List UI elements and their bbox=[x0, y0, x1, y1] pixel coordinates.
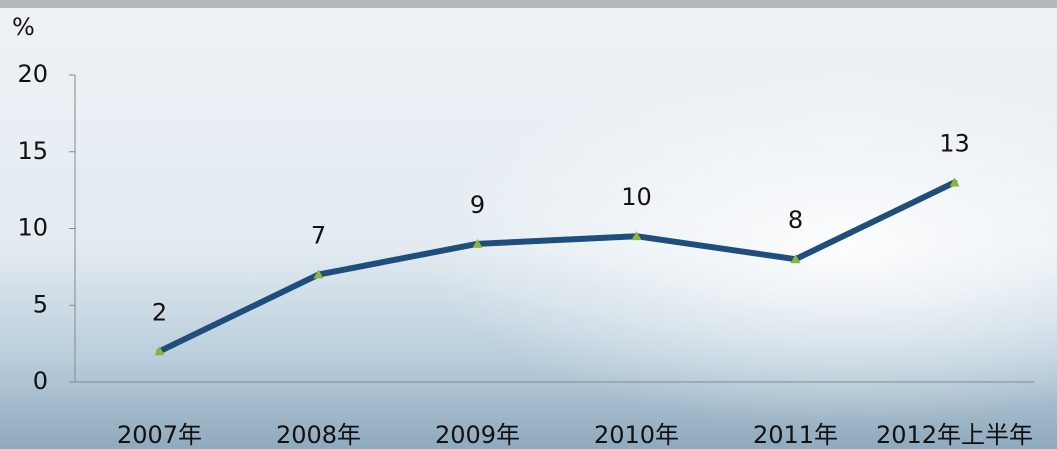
x-tick-label: 2010年 bbox=[594, 421, 679, 449]
y-tick-label: 15 bbox=[17, 137, 48, 165]
marker bbox=[472, 238, 483, 248]
value-label: 10 bbox=[621, 183, 652, 211]
value-label: 13 bbox=[939, 129, 970, 157]
value-label: 7 bbox=[311, 222, 326, 250]
y-tick-label: 5 bbox=[33, 290, 48, 318]
x-tick-label: 2008年 bbox=[276, 421, 361, 449]
y-tick-label: 0 bbox=[33, 367, 48, 395]
marker bbox=[154, 346, 165, 356]
value-label: 9 bbox=[470, 191, 485, 219]
value-label: 8 bbox=[788, 206, 803, 234]
data-line bbox=[156, 179, 958, 355]
y-tick-label: 10 bbox=[17, 214, 48, 242]
marker bbox=[949, 177, 960, 187]
x-tick-label: 2012年上半年 bbox=[876, 421, 1033, 449]
top-band bbox=[0, 0, 1057, 8]
x-tick-label: 2011年 bbox=[753, 421, 838, 449]
x-tick-label: 2007年 bbox=[117, 421, 202, 449]
marker bbox=[790, 254, 801, 264]
x-tick-label: 2009年 bbox=[435, 421, 520, 449]
marker bbox=[313, 269, 324, 279]
value-label: 2 bbox=[152, 298, 167, 326]
y-tick-label: 20 bbox=[17, 60, 48, 88]
unit-label: % bbox=[12, 13, 35, 41]
marker bbox=[631, 231, 642, 241]
